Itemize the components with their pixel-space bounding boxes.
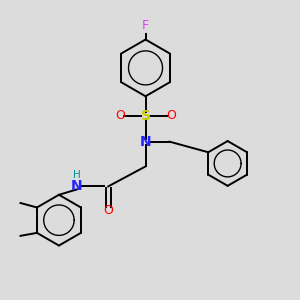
Text: N: N	[140, 135, 151, 148]
Text: O: O	[115, 109, 125, 122]
Text: O: O	[103, 204, 113, 217]
Text: H: H	[73, 170, 81, 180]
Text: N: N	[71, 179, 83, 194]
Text: F: F	[142, 19, 149, 32]
Text: O: O	[166, 109, 176, 122]
Text: S: S	[140, 109, 151, 123]
